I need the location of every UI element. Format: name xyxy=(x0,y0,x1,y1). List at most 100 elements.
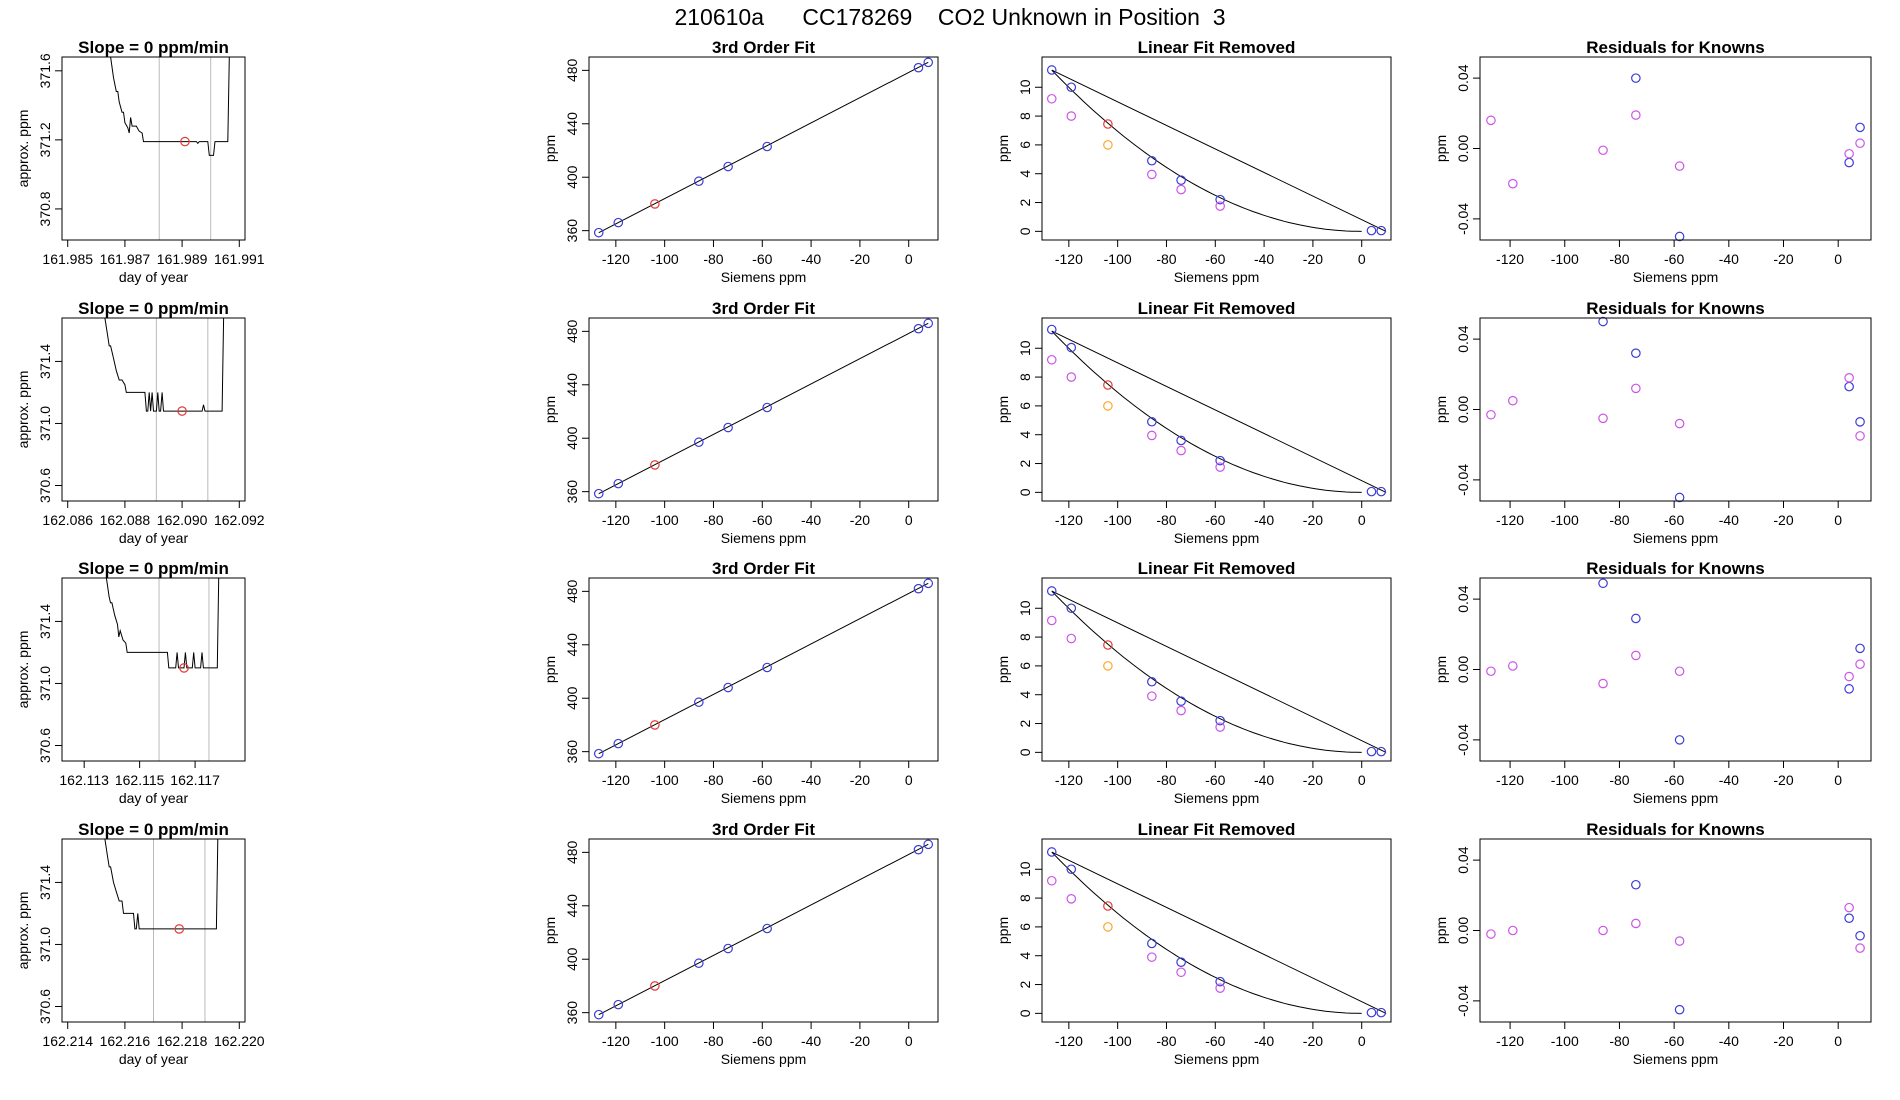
x-tick-label: -120 xyxy=(602,1033,630,1049)
data-point xyxy=(723,161,733,172)
data-point xyxy=(1176,957,1186,968)
x-axis-label: Siemens ppm xyxy=(1174,1051,1260,1067)
x-tick-label: -120 xyxy=(602,512,630,528)
chart-title: Residuals for Knowns xyxy=(1586,820,1765,839)
y-tick-label: 0.04 xyxy=(1455,325,1471,352)
data-point xyxy=(1674,161,1685,171)
data-point xyxy=(180,136,190,147)
data-point xyxy=(1855,122,1865,133)
x-tick-label: -120 xyxy=(1055,772,1083,788)
chart-panel-7: -120 -100 -80 -60 -40 -20 0 0 2 4 6 8 10 Linear Fit R… xyxy=(995,299,1392,546)
data-point xyxy=(923,318,934,329)
x-tick-label: 162.115 xyxy=(115,772,165,788)
data-point xyxy=(762,402,772,413)
y-tick-label: -0.04 xyxy=(1455,464,1471,496)
data-point xyxy=(1598,678,1608,689)
data-point xyxy=(1486,929,1496,939)
data-point xyxy=(1844,671,1854,682)
x-tick-label: -120 xyxy=(1496,251,1524,267)
data-point xyxy=(694,176,704,187)
x-axis-label: Siemens ppm xyxy=(1174,530,1260,546)
x-axis-label: day of year xyxy=(119,1051,189,1067)
chart-panel-15: -120 -100 -80 -60 -40 -20 0 0 2 4 6 8 10 Linear Fit R… xyxy=(995,820,1392,1067)
y-tick-label: -0.04 xyxy=(1455,203,1471,235)
x-tick-label: -80 xyxy=(1156,772,1176,788)
data-point xyxy=(1215,194,1225,205)
data-point xyxy=(1486,666,1496,677)
data-point xyxy=(1066,342,1077,353)
data-point xyxy=(1844,157,1854,168)
data-point xyxy=(1366,225,1377,236)
x-tick-label: -120 xyxy=(1055,1033,1083,1049)
data-point xyxy=(1147,430,1157,441)
data-point xyxy=(1103,901,1113,911)
x-axis-label: Siemens ppm xyxy=(1633,1051,1719,1067)
x-tick-label: -40 xyxy=(1719,251,1739,267)
x-tick-label: -80 xyxy=(1609,512,1629,528)
x-tick-label: -80 xyxy=(1156,512,1176,528)
data-point xyxy=(1598,316,1608,327)
data-point xyxy=(1674,492,1685,503)
x-tick-label: -20 xyxy=(850,1033,870,1049)
y-tick-label: 0.04 xyxy=(1455,846,1471,873)
x-tick-label: -40 xyxy=(1254,772,1274,788)
data-point xyxy=(1674,231,1685,242)
x-axis-label: Siemens ppm xyxy=(721,1051,807,1067)
y-tick-label: 10 xyxy=(1017,861,1033,877)
x-tick-label: -60 xyxy=(1205,512,1225,528)
chart-panel-5: 162.086 162.088 162.090 162.092 370.6 371.0 37… xyxy=(15,299,265,546)
x-tick-label: -80 xyxy=(703,251,723,267)
x-tick-label: 161.985 xyxy=(42,251,93,267)
x-tick-label: -40 xyxy=(801,1033,821,1049)
x-tick-label: -80 xyxy=(703,772,723,788)
data-trace xyxy=(105,577,220,669)
y-tick-label: 10 xyxy=(1017,340,1033,356)
x-tick-label: -60 xyxy=(1205,1033,1225,1049)
data-point xyxy=(1046,847,1057,857)
chart-panel-16: -120 -100 -80 -60 -40 -20 0 -0.04 0.00 0.04 Residu… xyxy=(1433,820,1872,1067)
x-tick-label: -60 xyxy=(1205,772,1225,788)
x-tick-label: -40 xyxy=(1719,772,1739,788)
y-tick-label: 371.0 xyxy=(37,927,53,962)
data-point xyxy=(179,663,189,673)
y-tick-label: 2 xyxy=(1017,980,1033,988)
y-tick-label: 6 xyxy=(1017,662,1033,670)
data-point xyxy=(1147,416,1157,427)
plot-frame xyxy=(1041,317,1392,502)
x-tick-label: 0 xyxy=(1358,251,1366,267)
chart-title: 3rd Order Fit xyxy=(712,299,815,318)
data-point xyxy=(1046,615,1057,626)
data-point xyxy=(1147,691,1157,701)
x-tick-label: -20 xyxy=(850,251,870,267)
data-point xyxy=(1176,184,1186,195)
y-tick-label: 8 xyxy=(1017,633,1033,641)
data-point xyxy=(694,958,704,969)
y-axis-label: ppm xyxy=(542,656,558,683)
data-point xyxy=(1855,138,1865,149)
data-point xyxy=(1508,925,1518,936)
x-tick-label: -120 xyxy=(1055,251,1083,267)
data-point xyxy=(1176,435,1186,446)
x-tick-label: -100 xyxy=(1104,512,1132,528)
data-point xyxy=(1508,178,1518,189)
y-tick-label: 0.04 xyxy=(1455,585,1471,612)
data-point xyxy=(1176,705,1186,716)
plot-frame xyxy=(588,56,939,241)
y-tick-label: -0.04 xyxy=(1455,724,1471,756)
y-tick-label: 4 xyxy=(1017,952,1033,960)
fit-curve xyxy=(1051,330,1387,493)
x-axis-label: Siemens ppm xyxy=(1633,790,1719,806)
data-point xyxy=(1066,893,1077,904)
data-point xyxy=(1631,879,1641,890)
chart-title: Linear Fit Removed xyxy=(1138,38,1296,57)
data-point xyxy=(762,141,772,152)
data-point xyxy=(923,578,934,589)
data-point xyxy=(1066,111,1077,121)
y-tick-label: 400 xyxy=(564,947,580,971)
data-point xyxy=(1598,413,1608,424)
data-point xyxy=(1103,661,1113,671)
data-point xyxy=(1631,650,1641,661)
data-point xyxy=(1103,922,1113,932)
data-point xyxy=(1674,666,1685,677)
x-tick-label: 0 xyxy=(1834,512,1842,528)
